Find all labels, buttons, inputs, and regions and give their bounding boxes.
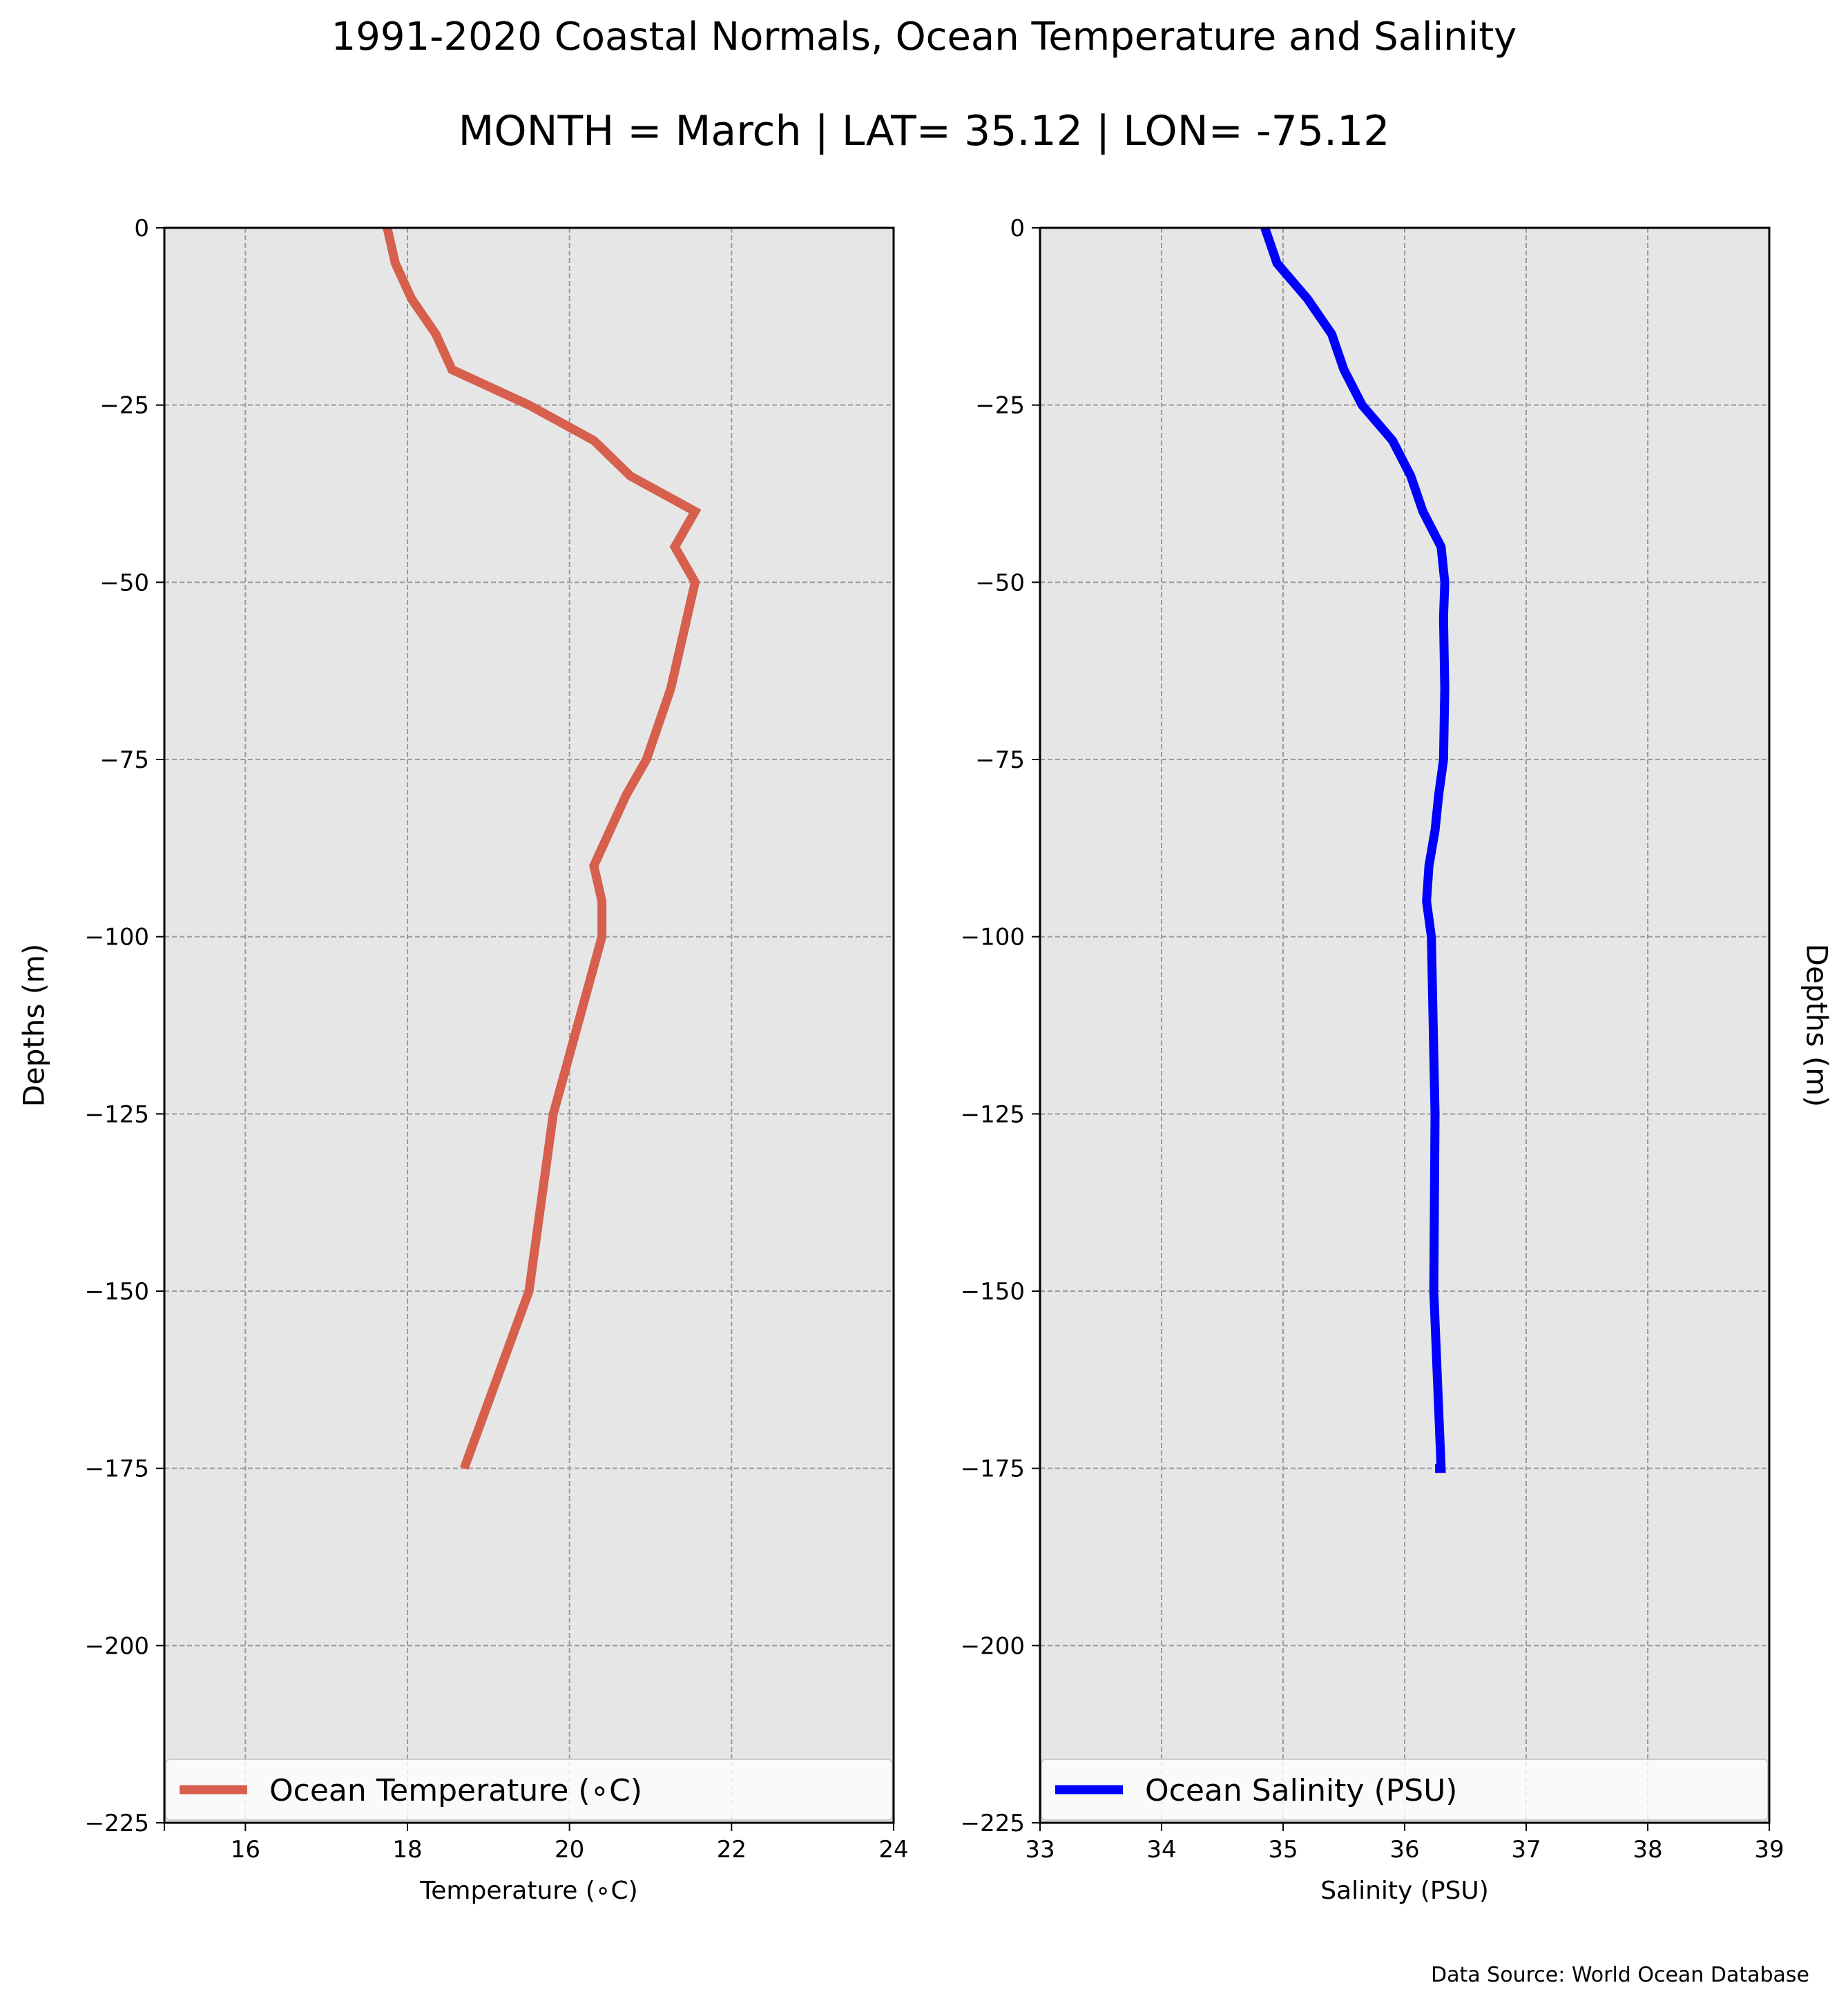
x-tick-label: 34 — [1146, 1836, 1176, 1864]
salinity-legend-label: Ocean Salinity (PSU) — [1145, 1773, 1457, 1808]
y-tick-label: −25 — [975, 392, 1025, 420]
x-tick-label: 16 — [231, 1836, 260, 1864]
y-tick-label: −175 — [85, 1455, 149, 1483]
chart-subtitle: MONTH = March | LAT= 35.12 | LON= -75.12 — [459, 107, 1390, 155]
y-tick-label: −100 — [85, 924, 149, 951]
y-tick-label: −175 — [961, 1455, 1025, 1483]
temperature-series-line — [383, 226, 702, 1470]
temperature-plot-area — [164, 228, 894, 1823]
y-tick-label: −150 — [961, 1278, 1025, 1306]
salinity-x-axis-label: Salinity (PSU) — [1320, 1877, 1489, 1905]
x-tick-label: 35 — [1268, 1836, 1298, 1864]
salinity-axes-frame — [1039, 226, 1771, 1824]
y-tick-label: −125 — [961, 1101, 1025, 1128]
x-tick-label: 38 — [1633, 1836, 1662, 1864]
y-tick-label: −150 — [85, 1278, 149, 1306]
salinity-y-axis-label: Depths (m) — [1800, 944, 1834, 1107]
y-tick-label: −100 — [961, 924, 1025, 951]
x-tick-label: 20 — [555, 1836, 584, 1864]
temperature-y-axis-label: Depths (m) — [17, 944, 51, 1107]
y-tick-label: 0 — [1010, 215, 1025, 242]
x-tick-label: 33 — [1025, 1836, 1055, 1864]
y-tick-label: −25 — [99, 392, 149, 420]
temperature-legend — [165, 1759, 893, 1821]
temperature-axes-frame — [163, 226, 895, 1824]
x-tick-label: 24 — [878, 1836, 908, 1864]
chart-title: 1991-2020 Coastal Normals, Ocean Tempera… — [331, 14, 1517, 59]
temperature-x-axis-label: Temperature (∘C) — [419, 1877, 637, 1905]
y-tick-label: −75 — [99, 746, 149, 774]
x-tick-label: 39 — [1754, 1836, 1784, 1864]
y-tick-label: −50 — [99, 569, 149, 597]
y-tick-label: −125 — [85, 1101, 149, 1128]
y-tick-label: −200 — [85, 1632, 149, 1660]
y-tick-label: −200 — [961, 1632, 1025, 1660]
x-tick-label: 22 — [717, 1836, 747, 1864]
x-tick-label: 18 — [392, 1836, 422, 1864]
data-source-note: Data Source: World Ocean Database — [1431, 1963, 1809, 1987]
y-tick-label: −225 — [961, 1810, 1025, 1837]
salinity-series-line — [1260, 226, 1450, 1473]
salinity-legend — [1041, 1759, 1769, 1821]
temperature-legend-label: Ocean Temperature (∘C) — [269, 1773, 642, 1808]
y-tick-label: −50 — [975, 569, 1025, 597]
y-tick-label: −225 — [85, 1810, 149, 1837]
x-tick-label: 37 — [1511, 1836, 1541, 1864]
y-tick-label: 0 — [134, 215, 149, 242]
y-tick-label: −75 — [975, 746, 1025, 774]
temperature-panel: 0 −25 −50 −75 −100 −125 −150 −175 −200 −225 16 18 20… — [17, 215, 909, 1905]
x-tick-label: 36 — [1389, 1836, 1419, 1864]
